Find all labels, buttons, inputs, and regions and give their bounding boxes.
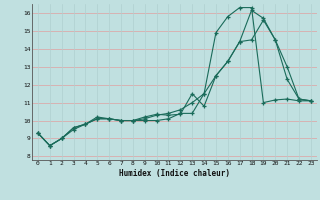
X-axis label: Humidex (Indice chaleur): Humidex (Indice chaleur) [119,169,230,178]
